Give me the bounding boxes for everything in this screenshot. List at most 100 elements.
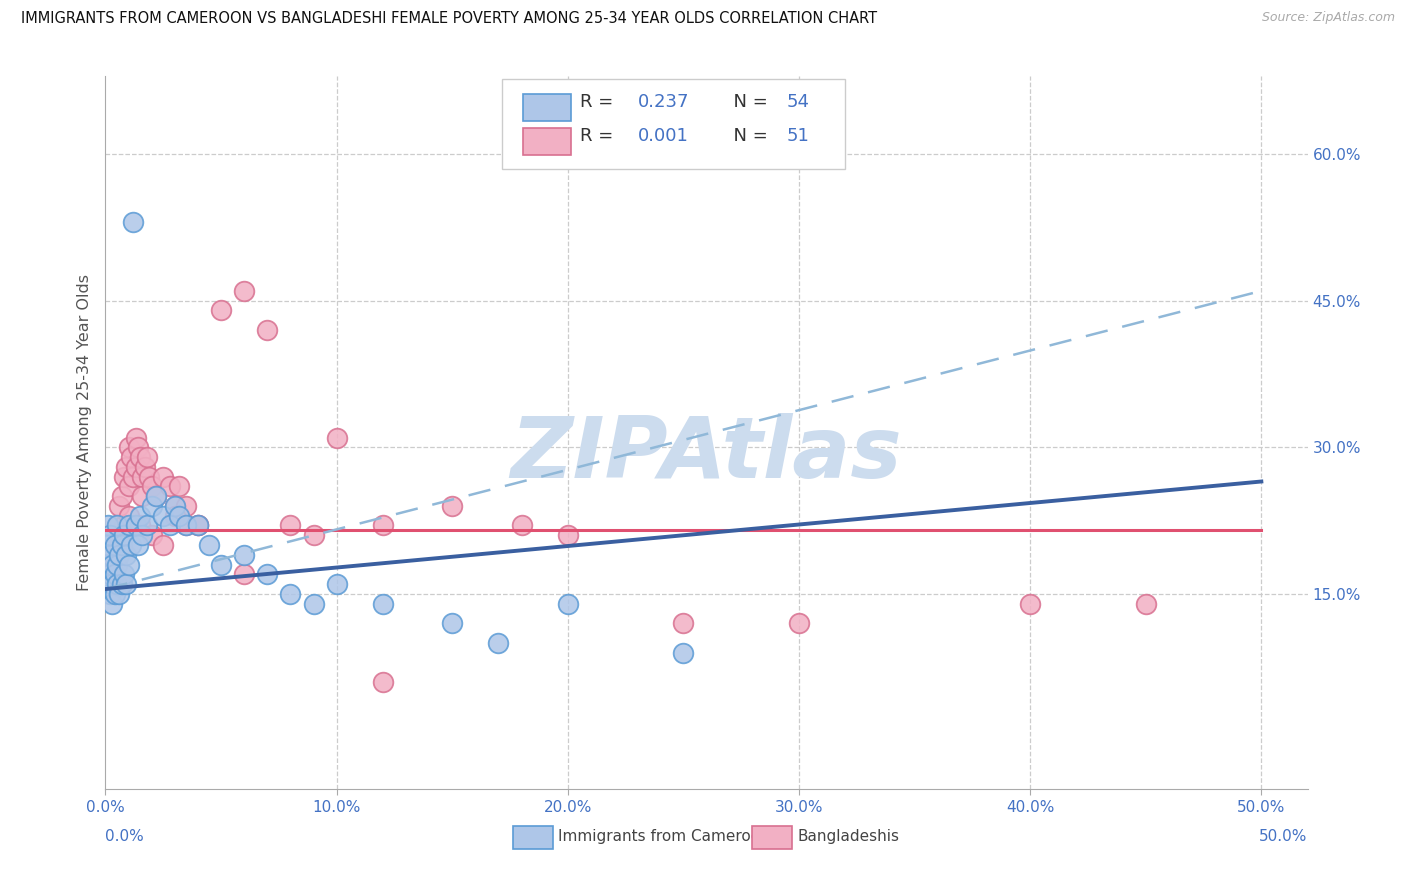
Point — [672, 616, 695, 631]
Point — [117, 518, 139, 533]
Point — [187, 518, 209, 533]
Point — [141, 479, 163, 493]
Point — [108, 548, 131, 562]
Point — [136, 518, 159, 533]
Point — [117, 479, 139, 493]
Point — [129, 518, 152, 533]
Point — [112, 528, 135, 542]
Point — [134, 459, 156, 474]
Point — [163, 499, 186, 513]
Point — [159, 518, 181, 533]
Text: 51: 51 — [787, 128, 810, 145]
Point — [124, 518, 146, 533]
Point — [97, 577, 120, 591]
Bar — [523, 94, 571, 120]
Point — [187, 518, 209, 533]
Point — [112, 518, 135, 533]
Point — [187, 518, 209, 533]
Point — [131, 489, 153, 503]
Text: R =: R = — [581, 94, 619, 112]
Point — [672, 646, 695, 660]
Point — [105, 558, 128, 572]
Point — [115, 548, 138, 562]
Point — [115, 459, 138, 474]
Point — [441, 616, 464, 631]
Point — [101, 558, 124, 572]
Point — [101, 577, 124, 591]
Point — [97, 538, 120, 552]
Point — [176, 518, 198, 533]
Bar — [523, 128, 571, 155]
Point — [111, 538, 134, 552]
Point — [98, 548, 121, 562]
Point — [145, 489, 167, 503]
Point — [1019, 597, 1042, 611]
Point — [108, 587, 131, 601]
Text: N =: N = — [723, 94, 773, 112]
Text: 0.237: 0.237 — [638, 94, 689, 112]
Point — [117, 508, 139, 523]
Point — [131, 469, 153, 483]
Point — [138, 469, 160, 483]
Point — [169, 508, 191, 523]
Text: Source: ZipAtlas.com: Source: ZipAtlas.com — [1261, 11, 1395, 24]
Point — [105, 518, 128, 533]
Point — [787, 616, 810, 631]
Point — [141, 528, 163, 542]
Point — [108, 499, 131, 513]
Point — [120, 450, 142, 464]
Point — [136, 450, 159, 464]
Point — [97, 558, 120, 572]
Point — [510, 518, 533, 533]
Point — [122, 215, 145, 229]
Point — [209, 303, 232, 318]
Point — [280, 518, 302, 533]
Text: Bangladeshis: Bangladeshis — [797, 830, 900, 844]
Point — [163, 508, 186, 523]
Point — [124, 430, 146, 444]
Point — [105, 577, 128, 591]
Point — [280, 587, 302, 601]
Point — [115, 577, 138, 591]
Point — [325, 430, 347, 444]
Point — [169, 479, 191, 493]
Point — [98, 528, 121, 542]
Point — [127, 538, 149, 552]
Text: N =: N = — [723, 128, 773, 145]
Point — [371, 518, 394, 533]
Point — [209, 558, 232, 572]
Point — [441, 499, 464, 513]
Point — [105, 518, 128, 533]
Point — [325, 577, 347, 591]
Text: 0.001: 0.001 — [638, 128, 689, 145]
Text: R =: R = — [581, 128, 619, 145]
Point — [198, 538, 221, 552]
Text: 50.0%: 50.0% — [1260, 830, 1308, 844]
Point — [233, 548, 256, 562]
Point — [233, 567, 256, 582]
Text: ZIPAtlas: ZIPAtlas — [510, 412, 903, 496]
FancyBboxPatch shape — [502, 79, 845, 169]
Point — [163, 499, 186, 513]
Point — [141, 499, 163, 513]
Point — [557, 528, 579, 542]
Point — [256, 323, 278, 337]
Point — [176, 499, 198, 513]
Point — [104, 538, 127, 552]
Point — [176, 518, 198, 533]
Point — [98, 587, 121, 601]
Point — [104, 567, 127, 582]
Point — [557, 597, 579, 611]
Point — [111, 577, 134, 591]
Point — [1135, 597, 1157, 611]
Point — [302, 597, 325, 611]
Point — [256, 567, 278, 582]
Point — [488, 636, 510, 650]
Point — [117, 440, 139, 454]
Point — [127, 440, 149, 454]
Point — [371, 674, 394, 689]
Point — [97, 518, 120, 533]
Point — [159, 479, 181, 493]
Point — [233, 284, 256, 298]
Text: Immigrants from Cameroon: Immigrants from Cameroon — [558, 830, 770, 844]
